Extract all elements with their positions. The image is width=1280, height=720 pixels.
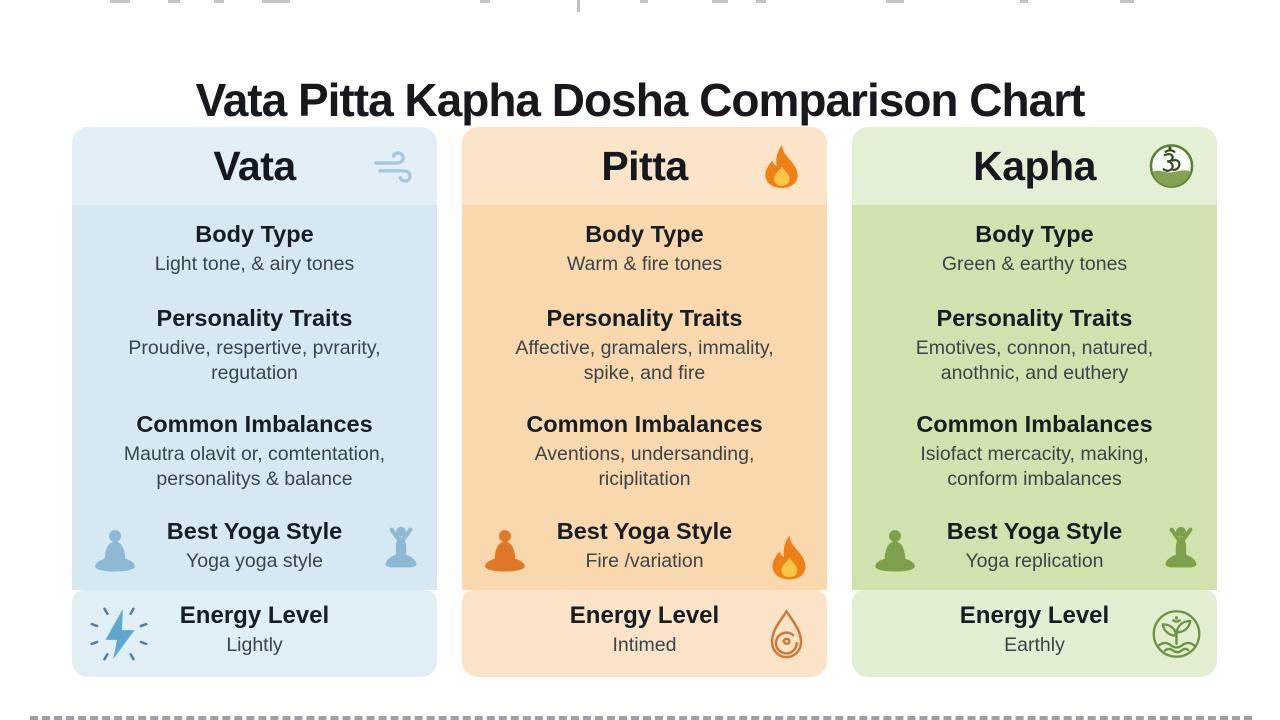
section-heading: Body Type: [585, 221, 704, 247]
dosha-card-kapha: Kapha Body Type Green & earthy tones Per…: [852, 127, 1217, 677]
crop-artifact: [1120, 0, 1134, 3]
section-line: Affective, gramalers, immality,: [515, 337, 774, 359]
dosha-card-vata: Vata Body Type Light tone, & airy tones …: [72, 127, 437, 677]
crop-artifact: [886, 0, 904, 3]
vata-title: Vata: [213, 142, 296, 189]
lightning-bolt-icon: [88, 603, 150, 665]
section-common-imbalances: Common Imbalances Aventions, undersandin…: [462, 409, 827, 492]
section-heading: Common Imbalances: [916, 411, 1153, 437]
section-heading: Personality Traits: [546, 305, 743, 331]
section-line: Mautra olavit or, comtentation,: [123, 443, 386, 465]
arms-up-pose-icon: [1155, 518, 1207, 584]
fire-icon: [765, 528, 813, 586]
wind-icon: [368, 143, 415, 190]
section-line: Isiofact mercacity, making,: [920, 443, 1149, 465]
pitta-header: Pitta: [462, 127, 827, 205]
section-line: Emotives, connon, natured,: [915, 337, 1154, 359]
pitta-title: Pitta: [601, 142, 688, 189]
section-personality-traits: Personality Traits Proudive, respertive,…: [72, 303, 437, 386]
vata-body: Body Type Light tone, & airy tones Perso…: [72, 205, 437, 590]
section-line: Fire /variation: [585, 550, 704, 572]
section-heading: Personality Traits: [156, 305, 353, 331]
section-line: Aventions, undersanding,: [534, 443, 755, 465]
crop-artifact: [712, 0, 728, 3]
crop-artifact: [480, 0, 490, 3]
section-line: regutation: [211, 362, 298, 384]
section-line: Yoga replication: [965, 550, 1104, 572]
crop-artifact: [214, 0, 224, 3]
section-best-yoga-style: Best Yoga Style Yoga replication: [852, 516, 1217, 574]
section-heading: Personality Traits: [936, 305, 1133, 331]
lotus-pose-icon: [86, 528, 144, 582]
kapha-title: Kapha: [973, 142, 1096, 189]
section-body-type: Body Type Warm & fire tones: [462, 219, 827, 277]
section-personality-traits: Personality Traits Emotives, connon, nat…: [852, 303, 1217, 386]
section-line: Green & earthy tones: [941, 253, 1128, 275]
leaf-circle-icon: [1150, 607, 1203, 660]
energy-value: Intimed: [612, 634, 677, 656]
crop-artifact: [262, 0, 290, 3]
pitta-energy-band: Energy Level Intimed: [462, 590, 827, 677]
vata-energy-band: Energy Level Lightly: [72, 590, 437, 677]
vata-header: Vata: [72, 127, 437, 205]
energy-value: Earthly: [1004, 634, 1065, 656]
energy-heading: Energy Level: [179, 602, 330, 629]
fire-icon: [758, 143, 805, 190]
section-line: Light tone, & airy tones: [154, 253, 355, 275]
section-line: Proudive, respertive, pvrarity,: [128, 337, 381, 359]
lotus-pose-icon: [476, 528, 534, 582]
page-title: Vata Pitta Kapha Dosha Comparison Chart: [195, 73, 1086, 126]
section-line: personalitys & balance: [156, 468, 353, 490]
dosha-columns: Vata Body Type Light tone, & airy tones …: [72, 127, 1217, 677]
crop-artifact: [110, 0, 130, 3]
section-line: anothnic, and euthery: [940, 362, 1129, 384]
crop-artifact: [756, 0, 766, 3]
section-heading: Common Imbalances: [526, 411, 763, 437]
section-heading: Body Type: [195, 221, 314, 247]
kapha-energy-band: Energy Level Earthly: [852, 590, 1217, 677]
dosha-card-pitta: Pitta Body Type Warm & fire tones Person…: [462, 127, 827, 677]
droplet-swirl-icon: [760, 607, 813, 660]
section-body-type: Body Type Green & earthy tones: [852, 219, 1217, 277]
section-line: conform imbalances: [947, 468, 1122, 490]
section-heading: Best Yoga Style: [166, 518, 343, 544]
section-best-yoga-style: Best Yoga Style Yoga yoga style: [72, 516, 437, 574]
energy-value: Lightly: [226, 634, 283, 656]
kapha-body: Body Type Green & earthy tones Personali…: [852, 205, 1217, 590]
section-line: Warm & fire tones: [566, 253, 723, 275]
section-body-type: Body Type Light tone, & airy tones: [72, 219, 437, 277]
crop-artifact-row: [30, 716, 1252, 720]
section-heading: Common Imbalances: [136, 411, 373, 437]
energy-heading: Energy Level: [569, 602, 720, 629]
section-common-imbalances: Common Imbalances Mautra olavit or, comt…: [72, 409, 437, 492]
crop-artifact: [1020, 0, 1028, 3]
section-common-imbalances: Common Imbalances Isiofact mercacity, ma…: [852, 409, 1217, 492]
section-heading: Best Yoga Style: [556, 518, 733, 544]
section-heading: Best Yoga Style: [946, 518, 1123, 544]
kapha-header: Kapha: [852, 127, 1217, 205]
section-personality-traits: Personality Traits Affective, gramalers,…: [462, 303, 827, 386]
arms-up-pose-icon: [375, 518, 427, 584]
pitta-body: Body Type Warm & fire tones Personality …: [462, 205, 827, 590]
crop-artifact: [577, 0, 580, 12]
section-line: spike, and fire: [583, 362, 706, 384]
energy-heading: Energy Level: [959, 602, 1110, 629]
section-line: riciplitation: [598, 468, 691, 490]
crop-artifact: [640, 0, 648, 3]
crop-artifact: [168, 0, 180, 3]
section-heading: Body Type: [975, 221, 1094, 247]
section-line: Yoga yoga style: [186, 550, 323, 572]
om-icon: [1148, 143, 1195, 190]
lotus-pose-icon: [866, 528, 924, 582]
section-best-yoga-style: Best Yoga Style Fire /variation: [462, 516, 827, 574]
